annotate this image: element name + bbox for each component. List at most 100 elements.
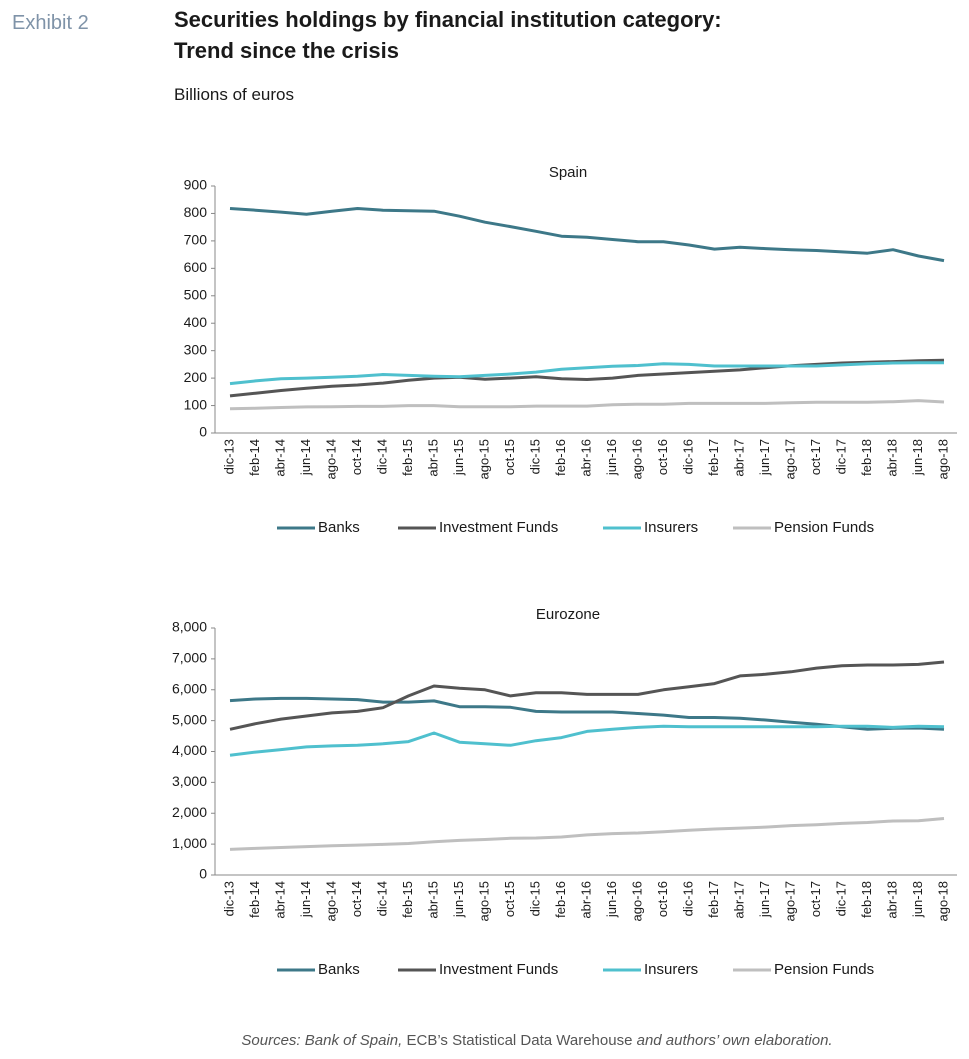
source-part: and authors’ own elaboration. <box>637 1032 833 1049</box>
x-tick-label: oct-15 <box>502 881 517 917</box>
x-tick-label: jun-14 <box>298 881 313 918</box>
y-tick-label: 8,000 <box>172 619 207 635</box>
x-tick-label: ago-17 <box>782 439 797 479</box>
title-line: Trend since the crisis <box>174 38 399 63</box>
line-series <box>229 817 945 851</box>
x-tick-label: abr-17 <box>731 881 746 919</box>
source: Sources: Bank of Spain, ECB’s Statistica… <box>241 1032 832 1049</box>
legend-label: Insurers <box>644 961 698 978</box>
x-tick-label: dic-14 <box>374 439 389 474</box>
x-tick-label: jun-18 <box>910 881 925 918</box>
x-tick-label: abr-14 <box>272 439 287 477</box>
source-part: Sources: Bank of Spain, <box>241 1032 402 1049</box>
source-part: ECB’s Statistical Data Warehouse <box>407 1032 633 1049</box>
x-tick-label: dic-13 <box>221 881 236 916</box>
x-tick-label: jun-17 <box>757 439 772 476</box>
x-tick-label: oct-16 <box>655 881 670 917</box>
x-tick-label: feb-14 <box>247 439 262 476</box>
y-tick-label: 4,000 <box>172 742 207 758</box>
x-tick-label: jun-18 <box>910 439 925 476</box>
y-tick-label: 0 <box>199 866 207 882</box>
legend-label: Investment Funds <box>439 961 558 978</box>
x-tick-label: abr-14 <box>272 881 287 919</box>
x-tick-label: dic-17 <box>833 881 848 916</box>
x-tick-label: dic-17 <box>833 439 848 474</box>
x-tick-label: dic-14 <box>374 881 389 916</box>
chart-title: Eurozone <box>536 606 600 623</box>
y-tick-label: 0 <box>199 424 207 440</box>
x-tick-label: ago-15 <box>476 881 491 921</box>
x-tick-label: abr-18 <box>884 439 899 477</box>
x-tick-label: oct-16 <box>655 439 670 475</box>
y-tick-label: 500 <box>184 286 208 302</box>
line-series <box>229 361 944 386</box>
x-tick-label: oct-17 <box>808 439 823 475</box>
legend-label: Insurers <box>644 519 698 536</box>
legend-label: Pension Funds <box>774 961 874 978</box>
x-tick-label: oct-14 <box>349 439 364 475</box>
x-tick-label: jun-16 <box>604 439 619 476</box>
y-tick-label: 6,000 <box>172 680 207 696</box>
legend-label: Banks <box>318 961 360 978</box>
x-tick-label: abr-15 <box>425 439 440 477</box>
x-tick-label: abr-15 <box>425 881 440 919</box>
x-tick-label: ago-18 <box>935 881 950 921</box>
x-tick-label: feb-16 <box>553 439 568 476</box>
title-line: Securities holdings by financial institu… <box>174 7 722 32</box>
x-tick-label: oct-17 <box>808 881 823 917</box>
x-tick-label: feb-17 <box>706 881 721 918</box>
x-tick-label: ago-16 <box>629 881 644 921</box>
y-tick-label: 600 <box>184 259 208 275</box>
legend-label: Banks <box>318 519 360 536</box>
x-tick-label: feb-16 <box>553 881 568 918</box>
legend-label: Investment Funds <box>439 519 558 536</box>
x-tick-label: feb-17 <box>706 439 721 476</box>
x-tick-label: jun-16 <box>604 881 619 918</box>
x-tick-label: abr-18 <box>884 881 899 919</box>
x-tick-label: feb-15 <box>400 881 415 918</box>
y-tick-label: 3,000 <box>172 773 207 789</box>
x-tick-label: jun-15 <box>451 881 466 918</box>
x-tick-label: feb-14 <box>247 881 262 918</box>
x-tick-label: feb-18 <box>859 881 874 918</box>
line-series <box>229 724 945 757</box>
x-tick-label: dic-15 <box>527 439 542 474</box>
x-tick-label: oct-15 <box>502 439 517 475</box>
x-tick-label: ago-14 <box>323 881 338 921</box>
subtitle: Billions of euros <box>174 85 294 104</box>
x-tick-label: jun-15 <box>451 439 466 476</box>
x-tick-label: ago-17 <box>782 881 797 921</box>
line-series <box>229 399 945 411</box>
y-tick-label: 2,000 <box>172 804 207 820</box>
y-tick-label: 900 <box>184 177 208 193</box>
y-tick-label: 400 <box>184 314 208 330</box>
y-tick-label: 200 <box>184 369 208 385</box>
x-tick-label: dic-16 <box>680 439 695 474</box>
x-tick-label: oct-14 <box>349 881 364 917</box>
x-tick-label: abr-17 <box>731 439 746 477</box>
legend-label: Pension Funds <box>774 519 874 536</box>
x-tick-label: ago-14 <box>323 439 338 479</box>
x-tick-label: ago-16 <box>629 439 644 479</box>
line-series <box>229 660 945 731</box>
x-tick-label: dic-16 <box>680 881 695 916</box>
x-tick-label: dic-13 <box>221 439 236 474</box>
y-tick-label: 5,000 <box>172 711 207 727</box>
x-tick-label: jun-14 <box>298 439 313 476</box>
exhibit-label: Exhibit 2 <box>12 12 89 34</box>
y-tick-label: 1,000 <box>172 835 207 851</box>
x-tick-label: dic-15 <box>527 881 542 916</box>
x-tick-label: ago-15 <box>476 439 491 479</box>
y-tick-label: 7,000 <box>172 650 207 666</box>
line-series <box>229 207 945 263</box>
line-series <box>229 358 945 398</box>
x-tick-label: abr-16 <box>578 881 593 919</box>
x-tick-label: feb-18 <box>859 439 874 476</box>
x-tick-label: abr-16 <box>578 439 593 477</box>
y-tick-label: 100 <box>184 396 208 412</box>
y-tick-label: 300 <box>184 341 208 357</box>
x-tick-label: feb-15 <box>400 439 415 476</box>
x-tick-label: jun-17 <box>757 881 772 918</box>
y-tick-label: 800 <box>184 204 208 220</box>
